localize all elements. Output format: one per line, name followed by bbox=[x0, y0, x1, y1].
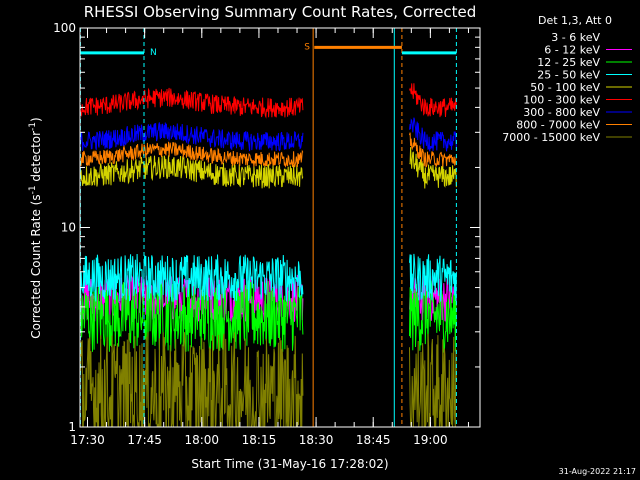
series-line-3-0 bbox=[80, 253, 304, 303]
x-tick-label: 18:15 bbox=[242, 433, 277, 447]
x-tick-label: 18:00 bbox=[184, 433, 219, 447]
series-line-8-0 bbox=[80, 332, 304, 427]
x-tick-label: 19:00 bbox=[413, 433, 448, 447]
series-line-8-1 bbox=[409, 333, 457, 427]
series-line-7-0 bbox=[80, 141, 304, 168]
legend-entry-label: 100 - 300 keV bbox=[523, 94, 600, 107]
series-line-4-0 bbox=[80, 155, 304, 189]
legend-entry-label: 7000 - 15000 keV bbox=[502, 131, 600, 144]
series-line-6-0 bbox=[80, 122, 304, 152]
series-line-4-1 bbox=[409, 147, 457, 189]
y-tick-label: 1 bbox=[68, 420, 76, 434]
flag-label-0: N bbox=[150, 48, 157, 58]
legend-entry-label: 3 - 6 keV bbox=[551, 31, 600, 44]
series-line-2-1 bbox=[409, 280, 457, 354]
legend-entry-label: 12 - 25 keV bbox=[537, 56, 600, 69]
series-line-7-1 bbox=[409, 132, 457, 168]
x-tick-label: 17:30 bbox=[70, 433, 105, 447]
series-line-3-1 bbox=[409, 253, 457, 302]
legend-entry-label: 50 - 100 keV bbox=[530, 81, 600, 94]
x-tick-label: 18:45 bbox=[356, 433, 391, 447]
series-line-2-0 bbox=[80, 280, 304, 353]
y-axis: 1 10 100 bbox=[53, 21, 480, 434]
series-group bbox=[80, 83, 457, 427]
y-tick-label: 10 bbox=[61, 221, 76, 235]
y-axis-label: Corrected Count Rate (s-1 detector-1) bbox=[28, 117, 43, 338]
x-axis-label: Start Time (31-May-16 17:28:02) bbox=[191, 457, 388, 471]
x-tick-label: 17:45 bbox=[127, 433, 162, 447]
x-axis: 17:30 17:45 18:00 18:15 18:30 18:45 19:00 bbox=[70, 28, 469, 447]
y-tick-label: 100 bbox=[53, 21, 76, 35]
series-line-6-1 bbox=[409, 117, 457, 152]
series-line-5-0 bbox=[80, 87, 304, 119]
series-line-5-1 bbox=[409, 83, 457, 118]
x-tick-label: 18:30 bbox=[299, 433, 334, 447]
legend-entry-label: 25 - 50 keV bbox=[537, 69, 600, 82]
chart-title: RHESSI Observing Summary Count Rates, Co… bbox=[84, 3, 477, 21]
legend-header: Det 1,3, Att 0 bbox=[538, 14, 612, 27]
legend-entry-label: 800 - 7000 keV bbox=[516, 119, 600, 132]
legend-entry-label: 6 - 12 keV bbox=[544, 44, 600, 57]
flag-label-1: S bbox=[304, 42, 310, 52]
plot-area: NS bbox=[79, 28, 457, 427]
footer-timestamp: 31-Aug-2022 21:17 bbox=[559, 467, 636, 476]
legend-entry-label: 300 - 800 keV bbox=[523, 106, 600, 119]
